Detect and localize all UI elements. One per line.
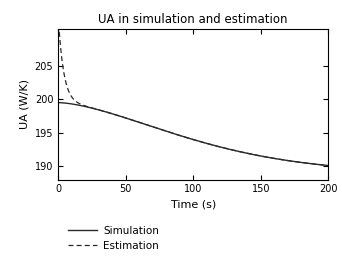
Line: Simulation: Simulation [58, 103, 328, 166]
Simulation [184, 136, 188, 139]
X-axis label: Time (s): Time (s) [171, 200, 216, 210]
Simulation [304, 162, 308, 165]
Estimation [184, 136, 188, 139]
Line: Estimation: Estimation [58, 16, 328, 166]
Simulation [172, 132, 176, 135]
Simulation [318, 163, 322, 166]
Estimation [252, 153, 256, 156]
Estimation [326, 164, 330, 167]
Estimation [172, 132, 176, 135]
Simulation [56, 101, 60, 104]
Estimation [56, 14, 60, 17]
Simulation [326, 164, 330, 167]
Simulation [252, 153, 256, 156]
Y-axis label: UA (W/K): UA (W/K) [19, 79, 29, 129]
Simulation [170, 131, 174, 135]
Title: UA in simulation and estimation: UA in simulation and estimation [98, 13, 288, 26]
Estimation [170, 131, 174, 135]
Estimation [304, 162, 308, 165]
Estimation [318, 163, 322, 166]
Legend: Simulation, Estimation: Simulation, Estimation [64, 222, 163, 255]
